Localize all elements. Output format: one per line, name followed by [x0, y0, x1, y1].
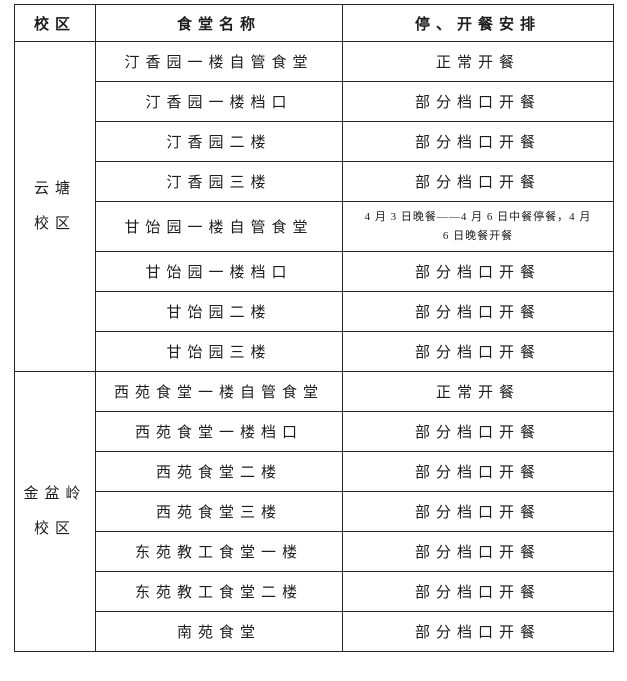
table-row: 南苑食堂 部分档口开餐: [15, 611, 614, 652]
table-row: 汀香园三楼 部分档口开餐: [15, 161, 614, 202]
schedule-cell: 部分档口开餐: [342, 81, 614, 122]
table-row: 甘饴园二楼 部分档口开餐: [15, 291, 614, 332]
schedule-cell: 部分档口开餐: [342, 251, 614, 292]
col-header-schedule: 停、开餐安排: [342, 4, 614, 42]
canteen-cell: 南苑食堂: [95, 611, 343, 652]
table-row: 西苑食堂三楼 部分档口开餐: [15, 491, 614, 532]
table-row: 甘饴园三楼 部分档口开餐: [15, 331, 614, 372]
table-row: 东苑教工食堂一楼 部分档口开餐: [15, 531, 614, 572]
schedule-cell: 4 月 3 日晚餐——4 月 6 日中餐停餐，4 月 6 日晚餐开餐: [342, 201, 614, 252]
schedule-cell: 正常开餐: [342, 371, 614, 412]
canteen-cell: 汀香园三楼: [95, 161, 343, 202]
table-row: 金盆岭 校区 西苑食堂一楼自管食堂 正常开餐: [14, 371, 614, 652]
schedule-text-line: 6 日晚餐开餐: [442, 229, 514, 242]
col-header-campus: 校区: [14, 4, 96, 42]
canteen-cell: 西苑食堂一楼自管食堂: [95, 371, 343, 412]
schedule-cell: 部分档口开餐: [342, 571, 614, 612]
canteen-cell: 汀香园一楼自管食堂: [95, 41, 343, 82]
table-row: 汀香园二楼 部分档口开餐: [15, 121, 614, 162]
canteen-cell: 西苑食堂三楼: [95, 491, 343, 532]
canteen-cell: 汀香园二楼: [95, 121, 343, 162]
canteen-cell: 甘饴园一楼档口: [95, 251, 343, 292]
schedule-text-line: 4 月 3 日晚餐——4 月 6 日中餐停餐，4 月: [364, 210, 592, 223]
canteen-cell: 西苑食堂一楼档口: [95, 411, 343, 452]
canteen-cell: 汀香园一楼档口: [95, 81, 343, 122]
schedule-cell: 部分档口开餐: [342, 611, 614, 652]
canteen-cell: 甘饴园一楼自管食堂: [95, 201, 343, 252]
campus-name-line: 云塘: [33, 180, 76, 197]
schedule-cell: 部分档口开餐: [342, 491, 614, 532]
canteen-cell: 甘饴园三楼: [95, 331, 343, 372]
campus-name-line: 金盆岭: [23, 485, 87, 502]
canteen-cell: 西苑食堂二楼: [95, 451, 343, 492]
schedule-cell: 部分档口开餐: [342, 331, 614, 372]
canteen-cell: 甘饴园二楼: [95, 291, 343, 332]
schedule-cell: 正常开餐: [342, 41, 614, 82]
schedule-cell: 部分档口开餐: [342, 161, 614, 202]
campus-name-line: 校区: [33, 215, 76, 232]
canteen-cell: 东苑教工食堂二楼: [95, 571, 343, 612]
meal-schedule-table: 校区 食堂名称 停、开餐安排 云塘 校区 汀香园一楼自管食堂 正常开餐 汀香园一…: [14, 4, 614, 652]
schedule-cell: 部分档口开餐: [342, 411, 614, 452]
col-header-canteen: 食堂名称: [95, 4, 343, 42]
table-row: 汀香园一楼档口 部分档口开餐: [15, 81, 614, 122]
table-row: 西苑食堂一楼档口 部分档口开餐: [15, 411, 614, 452]
table-header-row: 校区 食堂名称 停、开餐安排: [14, 4, 614, 42]
schedule-cell: 部分档口开餐: [342, 291, 614, 332]
table-row: 东苑教工食堂二楼 部分档口开餐: [15, 571, 614, 612]
schedule-cell: 部分档口开餐: [342, 451, 614, 492]
campus-cell-yuntang: 云塘 校区: [14, 41, 96, 372]
campus-cell-jinpenling: 金盆岭 校区: [14, 371, 96, 652]
table-row: 西苑食堂二楼 部分档口开餐: [15, 451, 614, 492]
canteen-cell: 东苑教工食堂一楼: [95, 531, 343, 572]
table-row: 甘饴园一楼自管食堂 4 月 3 日晚餐——4 月 6 日中餐停餐，4 月 6 日…: [15, 201, 614, 252]
campus-name-line: 校区: [33, 520, 76, 537]
schedule-cell: 部分档口开餐: [342, 531, 614, 572]
table-row: 云塘 校区 汀香园一楼自管食堂 正常开餐: [14, 41, 614, 372]
table-row: 甘饴园一楼档口 部分档口开餐: [15, 251, 614, 292]
schedule-cell: 部分档口开餐: [342, 121, 614, 162]
